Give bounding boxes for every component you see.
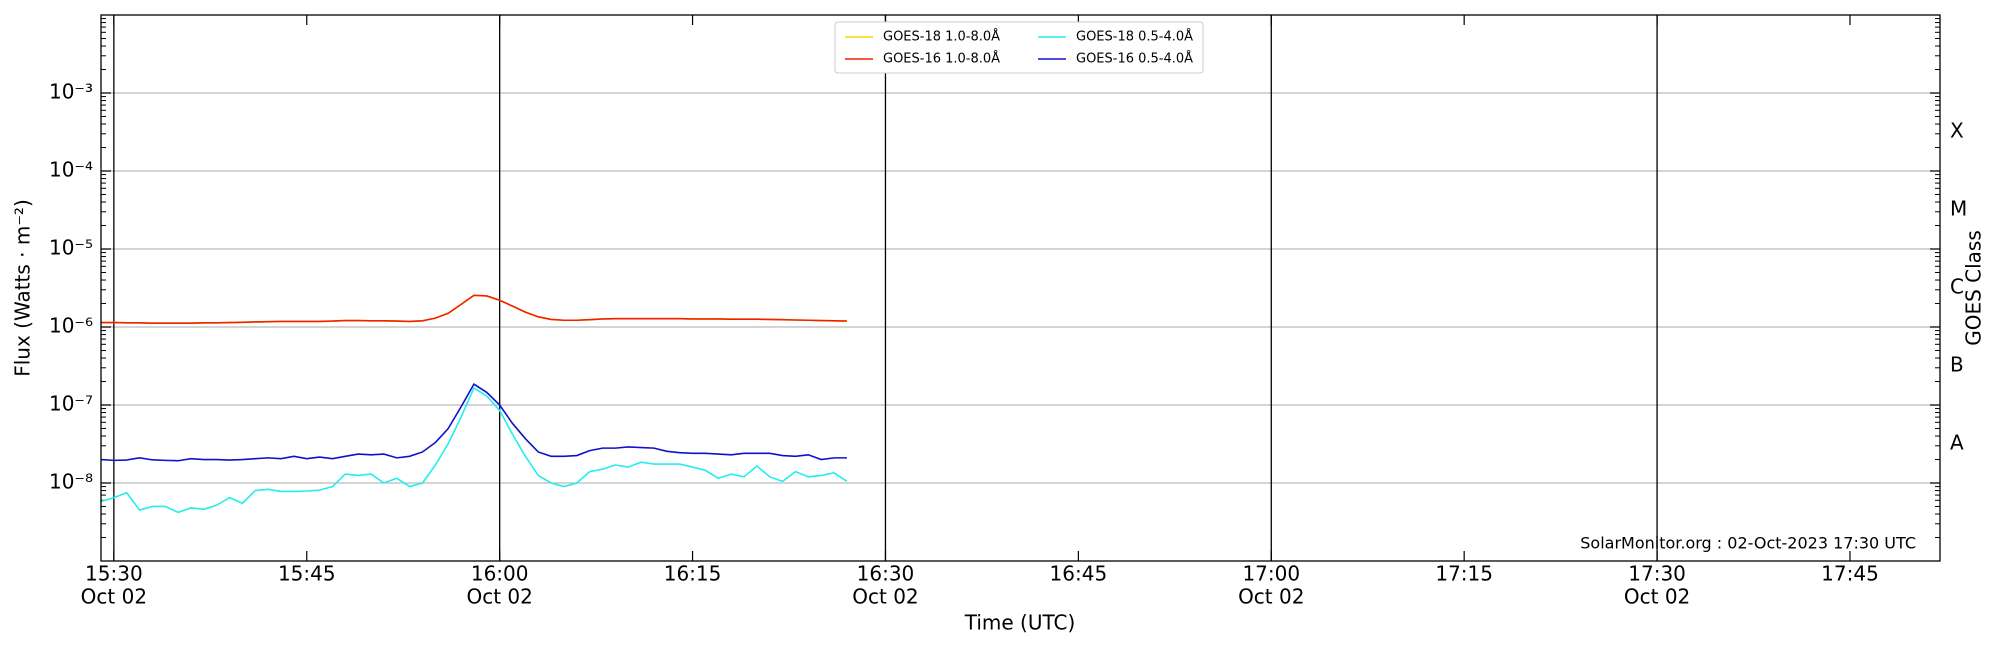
x-tick-label: 17:45 [1821,562,1879,586]
x-tick-date: Oct 02 [1238,585,1304,609]
x-tick-label: 15:45 [278,562,336,586]
x-tick-label: 16:00 [471,562,529,586]
series-line [100,383,847,462]
x-tick-date: Oct 02 [1624,585,1690,609]
legend-box [834,21,1204,74]
annotation: SolarMonitor.org : 02-Oct-2023 17:30 UTC [1580,534,1916,553]
plot-frame [100,14,1941,562]
x-tick-date: Oct 02 [852,585,918,609]
class-label: A [1950,431,1964,455]
series-line [101,294,847,324]
y-tick-label: 10⁻⁶ [49,314,93,338]
x-tick-label: 16:15 [664,562,722,586]
x-tick-date: Oct 02 [466,585,532,609]
legend-label: GOES-16 1.0-8.0Å [883,51,1000,67]
x-tick-label: 15:30 [85,562,143,586]
class-label: M [1950,197,1967,221]
x-tick-label: 17:00 [1242,562,1300,586]
y-tick-label: 10⁻⁵ [49,236,93,260]
y-axis-label: Flux (Watts · m⁻²) [11,199,35,377]
x-tick-label: 16:45 [1050,562,1108,586]
x-tick-label: 17:30 [1628,562,1686,586]
legend-label: GOES-18 1.0-8.0Å [883,29,1000,45]
legend-label: GOES-18 0.5-4.0Å [1076,29,1193,45]
legend-label: GOES-16 0.5-4.0Å [1076,51,1193,67]
x-tick-label: 16:30 [857,562,915,586]
y-tick-label: 10⁻³ [49,80,93,104]
x-axis-label: Time (UTC) [964,611,1076,635]
x-tick-label: 17:15 [1435,562,1493,586]
class-label: B [1950,353,1964,377]
series-line [100,386,848,514]
x-tick-date: Oct 02 [81,585,147,609]
class-label: X [1950,119,1964,143]
y-tick-label: 10⁻⁸ [49,470,93,494]
y2-axis-label: GOES Class [1962,230,1986,346]
class-label: C [1950,275,1964,299]
y-tick-label: 10⁻⁴ [49,158,93,182]
y-tick-label: 10⁻⁷ [49,392,93,416]
